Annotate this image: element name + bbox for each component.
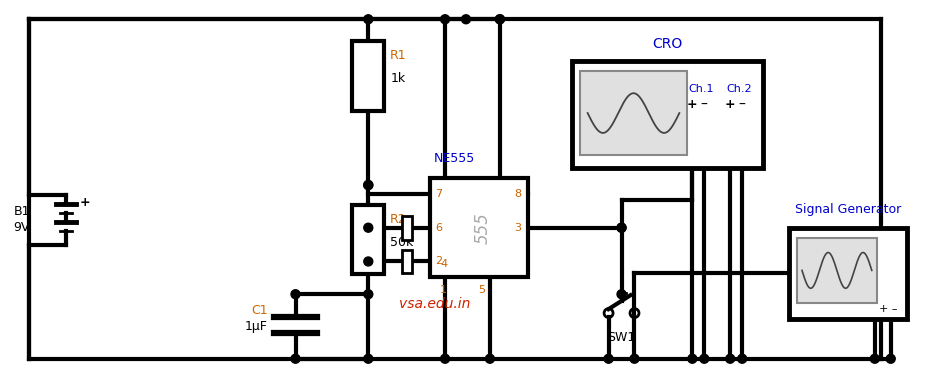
Circle shape [440,354,450,363]
Text: 4: 4 [440,259,447,270]
Bar [402,216,412,240]
Circle shape [604,354,613,363]
Text: –: – [701,98,708,112]
Text: 1k: 1k [390,72,405,85]
Circle shape [291,290,300,299]
Bar [580,71,687,155]
Circle shape [617,223,626,232]
Text: Ch.1: Ch.1 [689,84,714,94]
Circle shape [495,15,505,24]
Bar [430,178,528,277]
Circle shape [364,354,372,363]
Text: 555: 555 [474,212,492,244]
Circle shape [364,181,372,189]
Text: 1μF: 1μF [245,321,267,333]
Bar [572,61,763,168]
Text: +: + [687,98,697,111]
Text: NE555: NE555 [434,152,476,165]
Text: + –: + – [880,304,898,314]
Text: 7: 7 [435,189,442,199]
Circle shape [737,354,747,363]
Circle shape [364,15,372,24]
Text: –: – [738,98,746,112]
Circle shape [630,354,639,363]
Circle shape [617,223,626,232]
Text: R2: R2 [390,213,407,226]
Text: B1: B1 [13,205,30,218]
Text: C1: C1 [251,304,267,317]
Circle shape [291,354,300,363]
Circle shape [700,354,708,363]
Text: +: + [79,197,89,209]
Circle shape [870,354,879,363]
Text: 50k: 50k [390,236,413,249]
Circle shape [364,257,372,266]
Text: R1: R1 [390,50,407,62]
Bar [402,249,412,273]
Circle shape [364,181,372,189]
Text: Ch.2: Ch.2 [726,84,752,94]
Text: 3: 3 [514,223,520,233]
Circle shape [364,290,372,299]
Bar [352,41,385,111]
Text: +: + [725,98,735,111]
Circle shape [688,354,696,363]
Bar [789,228,907,319]
Text: vsa.edu.in: vsa.edu.in [399,297,471,311]
Circle shape [440,15,450,24]
Circle shape [495,15,505,24]
Circle shape [617,290,626,299]
Text: 9V: 9V [13,221,30,234]
Text: 1: 1 [440,285,447,295]
Bar [797,238,877,303]
Text: CRO: CRO [653,37,682,51]
Circle shape [485,354,494,363]
Text: Signal Generator: Signal Generator [795,203,901,216]
Circle shape [726,354,735,363]
Text: 2: 2 [435,256,442,266]
Text: 8: 8 [514,189,521,199]
Bar [352,205,385,274]
Circle shape [462,15,470,24]
Circle shape [886,354,896,363]
Circle shape [364,223,372,232]
Text: SW1: SW1 [607,331,636,344]
Text: 6: 6 [435,223,442,233]
Text: 5: 5 [478,285,485,295]
